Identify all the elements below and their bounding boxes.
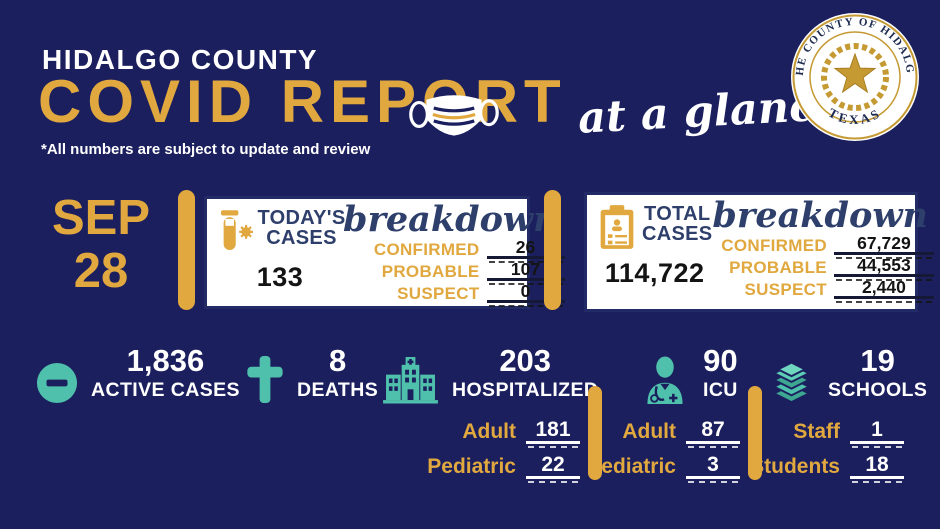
hidalgo-county-seal: THE COUNTY OF HIDALGO TEXAS	[789, 11, 919, 141]
divider-bar	[748, 386, 762, 480]
clipboard-icon	[600, 205, 634, 249]
divider-bar	[178, 190, 195, 310]
sub-row: Pediatric 3	[587, 454, 740, 483]
county-name: HIDALGO COUNTY	[42, 44, 319, 75]
date-month: SEP	[51, 191, 151, 245]
sub-row: Students 18	[750, 454, 904, 483]
breakdown-title: breakdown	[343, 199, 559, 240]
sub-row: Pediatric 22	[408, 454, 580, 483]
total-cases-card: TOTAL CASES 114,722 breakdown CONFIRMED …	[584, 192, 934, 312]
icu-label: ICU	[703, 379, 738, 401]
sub-row: Staff 1	[758, 419, 904, 448]
divider-bar	[544, 190, 561, 310]
schools-breakdown: Staff 1 Students 18	[750, 419, 904, 489]
todays-cases-summary: TODAY'S CASES 133	[217, 204, 346, 301]
active-cases-label: ACTIVE CASES	[91, 379, 240, 401]
todays-cases-card: TODAY'S CASES 133 breakdown CONFIRMED 26…	[204, 196, 565, 309]
sub-row: Adult 87	[600, 419, 740, 448]
cross-icon	[247, 355, 283, 404]
seal-bottom-text: TEXAS	[826, 105, 881, 127]
total-cases-value: 114,722	[604, 258, 705, 288]
total-cases-summary: TOTAL CASES 114,722	[597, 200, 712, 304]
todays-breakdown: breakdown CONFIRMED 26 PROBABLE 107 SUSP…	[343, 199, 565, 307]
disclaimer: *All numbers are subject to update and r…	[41, 141, 371, 158]
breakdown-row: SUSPECT 2,440	[745, 278, 934, 303]
stat-hospitalized: 203 HOSPITALIZED	[382, 340, 598, 404]
todays-cases-value: 133	[256, 262, 304, 292]
deaths-label: DEATHS	[297, 379, 379, 401]
deaths-value: 8	[328, 343, 347, 378]
breakdown-row: PROBABLE 107	[382, 260, 565, 285]
icu-breakdown: Adult 87 Pediatric 3	[587, 419, 740, 489]
total-breakdown: breakdown CONFIRMED 67,729 PROBABLE 44,5…	[712, 195, 934, 304]
doctor-icon	[647, 356, 683, 404]
breakdown-row: CONFIRMED 67,729	[721, 234, 934, 259]
sub-row: Adult 181	[408, 419, 580, 448]
test-tube-virus-icon	[220, 210, 253, 250]
schools-label: SCHOOLS	[828, 379, 928, 401]
stat-active-cases: 1,836 ACTIVE CASES	[36, 340, 240, 404]
schools-value: 19	[860, 343, 895, 378]
breakdown-row: SUSPECT 0	[397, 282, 565, 307]
hospitalized-label: HOSPITALIZED	[452, 379, 599, 401]
date-day: 28	[73, 244, 129, 298]
books-icon	[772, 361, 811, 404]
seal-star-icon	[833, 52, 877, 94]
hospitalized-breakdown: Adult 181 Pediatric 22	[408, 419, 580, 489]
breakdown-row: PROBABLE 44,553	[729, 256, 934, 281]
stat-deaths: 8 DEATHS	[246, 340, 378, 404]
breakdown-title: breakdown	[712, 195, 928, 236]
svg-text:TEXAS: TEXAS	[826, 105, 884, 127]
stat-schools: 19 SCHOOLS	[768, 340, 927, 404]
todays-cases-label: TODAY'S CASES	[257, 207, 346, 249]
divider-bar	[588, 386, 602, 480]
breakdown-row: CONFIRMED 26	[374, 238, 565, 263]
minus-circle-icon	[36, 362, 78, 404]
total-cases-label: TOTAL CASES	[642, 203, 713, 245]
hospitalized-value: 203	[499, 343, 552, 378]
stat-icu: 90 ICU	[640, 340, 738, 404]
active-cases-value: 1,836	[126, 343, 205, 378]
report-date: SEP 28	[34, 192, 168, 298]
icu-value: 90	[703, 343, 738, 378]
face-mask-icon	[409, 95, 499, 136]
hospital-icon	[383, 357, 438, 404]
